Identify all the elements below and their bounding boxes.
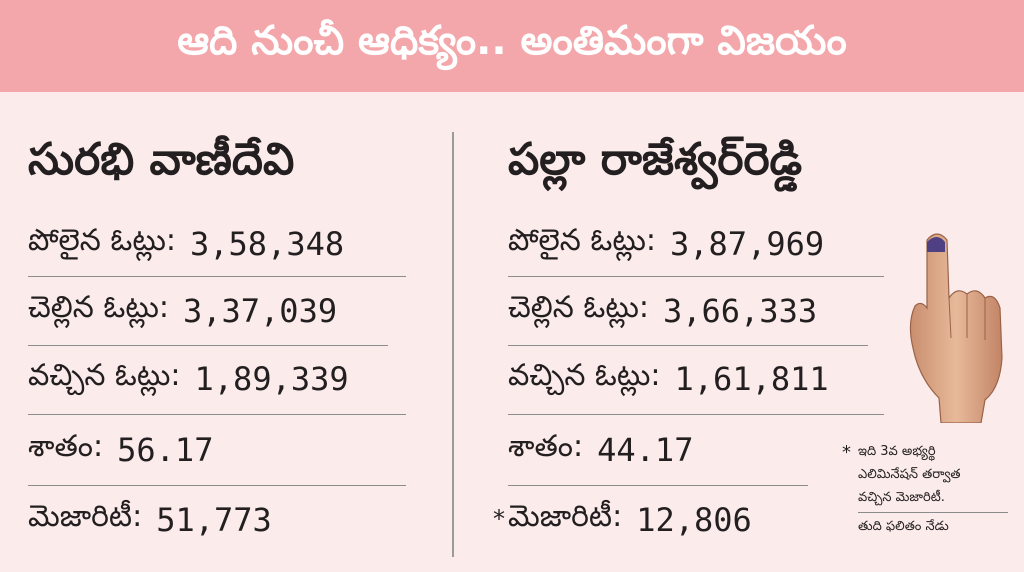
- footnote: ఇది 3వ అభ్యర్థి ఎలిమినేషన్ తర్వాత వచ్చిన…: [858, 440, 1008, 538]
- stat-label: చెల్లిన ఓట్లు:: [28, 290, 169, 325]
- footnote-rule: [858, 512, 1008, 513]
- stat-value: 3,66,333: [662, 292, 818, 330]
- stat-row-received: వచ్చిన ఓట్లు: 1,61,811: [508, 351, 829, 407]
- stat-row-majority: మెజారిటీ: 12,806: [508, 492, 752, 548]
- row-rule: [28, 414, 406, 415]
- stat-label: మెజారిటీ:: [28, 499, 143, 534]
- stat-row-received: వచ్చిన ఓట్లు: 1,89,339: [28, 351, 349, 407]
- stat-value: 1,61,811: [674, 360, 829, 398]
- footnote-result-line: తుది ఫలితం నేడు: [858, 519, 949, 534]
- stat-value: 3,87,969: [669, 225, 825, 263]
- stat-label: వచ్చిన ఓట్లు:: [28, 358, 181, 393]
- row-rule: [28, 485, 406, 486]
- stat-label: శాతం:: [508, 429, 584, 464]
- stat-value: 3,58,348: [189, 225, 345, 263]
- row-rule: [28, 345, 388, 346]
- footnote-line: ఇది 3వ అభ్యర్థి: [858, 444, 936, 459]
- footnote-line: వచ్చిన మెజారిటీ.: [858, 490, 945, 505]
- stat-value: 56.17: [117, 431, 214, 469]
- stat-row-valid: చెల్లిన ఓట్లు: 3,66,333: [508, 283, 817, 339]
- candidate-name: పల్లా రాజేశ్వర్‌రెడ్డి: [508, 134, 803, 185]
- headline-title: ఆది నుంచీ ఆధిక్యం.. అంతిమంగా విజయం: [177, 18, 847, 64]
- row-rule: [28, 276, 406, 277]
- stat-label: మెజారిటీ:: [508, 499, 623, 534]
- stat-value: 51,773: [156, 501, 272, 539]
- row-rule: [508, 345, 868, 346]
- column-divider: [452, 132, 454, 557]
- stat-row-polled: పోలైన ఓట్లు: 3,58,348: [28, 216, 344, 272]
- stat-row-majority: మెజారిటీ: 51,773: [28, 492, 272, 548]
- stat-label: చెల్లిన ఓట్లు:: [508, 290, 649, 325]
- stat-label: పోలైన ఓట్లు:: [28, 223, 176, 258]
- row-rule: [508, 276, 884, 277]
- candidate-name: సురభి వాణీదేవి: [28, 134, 295, 185]
- footnote-asterisk: *: [842, 442, 851, 463]
- stat-value: 1,89,339: [194, 360, 349, 398]
- stat-label: శాతం:: [28, 429, 104, 464]
- stat-row-polled: పోలైన ఓట్లు: 3,87,969: [508, 216, 824, 272]
- footnote-line: ఎలిమినేషన్ తర్వాత: [858, 467, 961, 482]
- row-rule: [508, 414, 884, 415]
- stat-value: 3,37,039: [182, 292, 338, 330]
- stat-row-valid: చెల్లిన ఓట్లు: 3,37,039: [28, 283, 337, 339]
- stat-label: పోలైన ఓట్లు:: [508, 223, 656, 258]
- stat-label: వచ్చిన ఓట్లు:: [508, 358, 661, 393]
- inked-finger-hand-icon: [909, 233, 1003, 423]
- stat-row-percentage: శాతం: 44.17: [508, 422, 693, 478]
- stat-row-percentage: శాతం: 56.17: [28, 422, 213, 478]
- stat-value: 44.17: [597, 431, 694, 469]
- stat-value: 12,806: [636, 501, 752, 539]
- majority-asterisk: *: [493, 505, 505, 533]
- headline-banner: ఆది నుంచీ ఆధిక్యం.. అంతిమంగా విజయం: [0, 0, 1024, 92]
- row-rule: [508, 485, 808, 486]
